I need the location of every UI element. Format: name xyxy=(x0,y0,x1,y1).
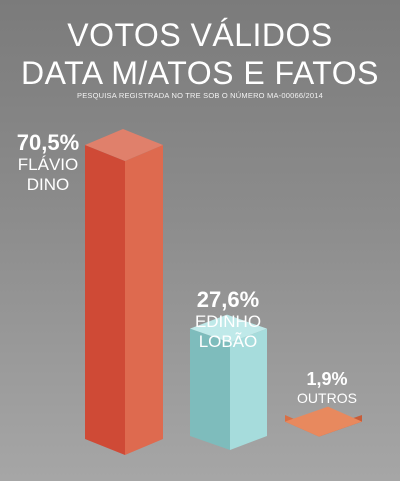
chart-title-line-2: DATA M/ATOS E FATOS xyxy=(20,55,379,91)
bar-front-face xyxy=(190,328,230,450)
bar-top-face xyxy=(285,406,362,437)
category-label-line: EDINHO xyxy=(194,312,262,331)
bar-outros xyxy=(285,406,362,437)
bar-label-edinho-lobao: 27,6% EDINHO LOBÃO xyxy=(178,288,278,352)
value-label: 70,5% xyxy=(16,130,80,155)
bar-label-outros: 1,9% OUTROS xyxy=(282,369,372,407)
bar-label-flavio-dino: 70,5% FLÁVIO DINO xyxy=(6,131,90,195)
category-label-line: FLÁVIO xyxy=(17,155,79,174)
category-label-line: DINO xyxy=(26,175,70,194)
category-label-line: OUTROS xyxy=(297,390,357,406)
bar-edinho-lobao xyxy=(190,314,267,450)
bar-top-face xyxy=(85,129,163,161)
chart-subtitle: PESQUISA REGISTRADA NO TRE SOB O NÚMERO … xyxy=(77,91,323,100)
chart-title: VOTOS VÁLIDOS xyxy=(67,17,333,53)
bar-flavio-dino xyxy=(85,129,163,455)
value-label: 27,6% xyxy=(196,287,260,312)
value-label: 1,9% xyxy=(306,369,348,389)
bar-side-face xyxy=(230,328,267,450)
bar-front-face xyxy=(85,145,125,455)
bar-top-face xyxy=(190,314,267,343)
category-label-line: LOBÃO xyxy=(198,332,258,351)
bar-side-face xyxy=(125,145,163,455)
